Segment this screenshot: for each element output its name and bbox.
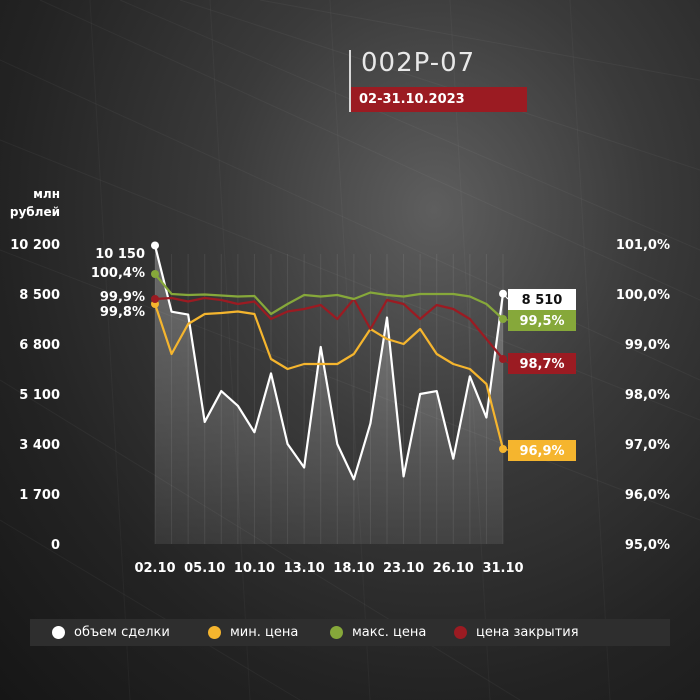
volume-line [153, 245, 505, 481]
y-right-tick-label: 98,0% [625, 388, 670, 403]
legend-item: мин. цена [208, 619, 298, 646]
x-tick-label: 10.10 [234, 561, 275, 576]
x-tick-label: 23.10 [383, 561, 424, 576]
y-left-tick-label: 10 200 [10, 238, 60, 253]
y-left-tick-label: 5 100 [19, 388, 60, 403]
x-tick-label: 13.10 [284, 561, 325, 576]
max-price-start-dot [151, 270, 159, 278]
legend-dot-icon [330, 626, 343, 639]
legend-dot-icon [454, 626, 467, 639]
end-value-label: 98,7% [519, 357, 564, 372]
end-value-label: 96,9% [519, 444, 564, 459]
y-left-tick-label: 6 800 [19, 338, 60, 353]
end-label-connector [502, 358, 509, 364]
chart-title: 002P-07 [361, 48, 476, 78]
end-label-connector [502, 318, 509, 321]
x-tick-label: 02.10 [134, 561, 175, 576]
end-value-label: 99,5% [519, 314, 564, 329]
background-line [0, 249, 700, 521]
x-tick-label: 31.10 [482, 561, 523, 576]
max-price-line [154, 273, 504, 320]
y-left-tick-label: 0 [51, 538, 60, 553]
x-tick-label: 26.10 [433, 561, 474, 576]
y-right-tick-label: 99,0% [625, 338, 670, 353]
end-value-box [508, 440, 576, 461]
close-price-line [154, 296, 504, 360]
end-label-connector [502, 293, 509, 300]
background-line [0, 139, 700, 421]
date-range-badge: 02-31.10.2023 [351, 87, 527, 112]
end-label-connector [502, 448, 509, 451]
background-line [0, 519, 301, 700]
background-line [179, 0, 700, 171]
end-value-label: 8 510 [522, 293, 563, 308]
legend-item: объем сделки [52, 619, 170, 646]
legend-dot-icon [208, 626, 221, 639]
legend-item: цена закрытия [454, 619, 579, 646]
start-value-label: 10 150 [95, 247, 145, 262]
start-value-label: 100,4% [91, 266, 145, 281]
y-right-tick-label: 100,0% [616, 288, 670, 303]
legend-label: объем сделки [74, 625, 170, 640]
y-axis-left-label-line1: млн [33, 187, 60, 201]
volume-start-dot [151, 241, 159, 250]
background-line [119, 0, 700, 251]
min-price-line [153, 303, 505, 450]
y-right-tick-label: 101,0% [616, 238, 670, 253]
y-right-tick-label: 95,0% [625, 538, 670, 553]
background-line [39, 0, 700, 301]
legend-item: макс. цена [330, 619, 426, 646]
y-left-tick-label: 3 400 [19, 438, 60, 453]
legend-label: мин. цена [230, 625, 299, 640]
y-left-tick-label: 1 700 [19, 488, 60, 503]
x-tick-label: 18.10 [333, 561, 374, 576]
legend-dot-icon [52, 626, 65, 639]
legend: объем сделки мин. цена макс. цена цена закр… [30, 619, 670, 646]
start-value-label: 99,9% [100, 290, 145, 305]
y-left-tick-label: 8 500 [19, 288, 60, 303]
legend-label: макс. цена [352, 625, 427, 640]
background-line [259, 0, 700, 81]
start-value-label: 99,8% [100, 305, 145, 320]
y-axis-left-label-line2: рублей [10, 205, 60, 219]
volume-area-fill [155, 245, 503, 544]
end-value-box [508, 310, 576, 331]
y-right-tick-label: 97,0% [625, 438, 670, 453]
title-accent-line [349, 50, 351, 112]
background-line [0, 59, 700, 381]
end-value-box [508, 353, 576, 374]
y-right-tick-label: 96,0% [625, 488, 670, 503]
end-value-box [508, 289, 576, 310]
close-price-start-dot [151, 295, 159, 303]
legend-label: цена закрытия [476, 625, 579, 640]
x-tick-label: 05.10 [184, 561, 225, 576]
